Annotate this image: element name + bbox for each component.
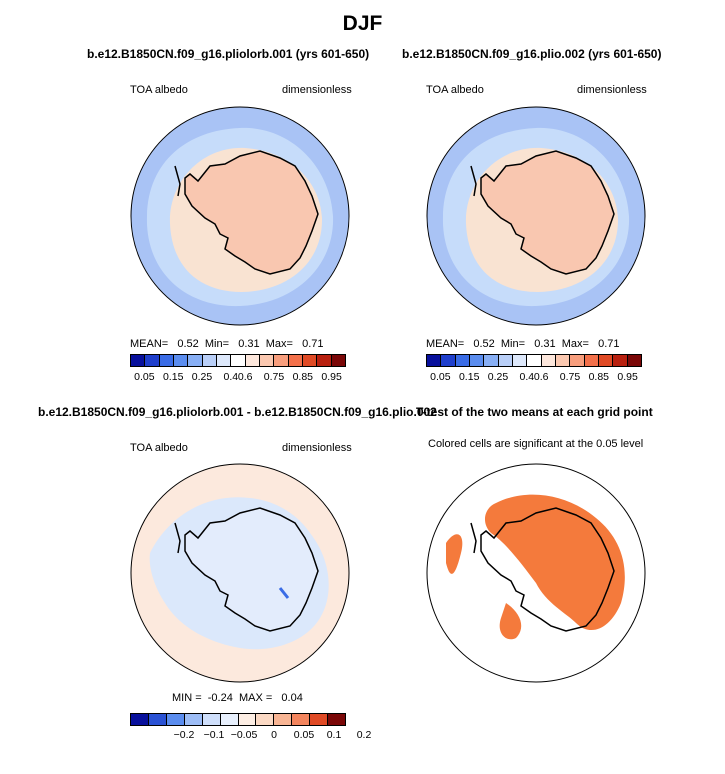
colorbar-tick-label: −0.1 xyxy=(203,729,225,741)
antarctica-coastline xyxy=(480,507,615,632)
colorbar-tick-label: 0.05 xyxy=(430,371,451,383)
colorbar-tick-label: 0.4 xyxy=(519,371,535,383)
panel-1-units-label: dimensionless xyxy=(282,84,352,96)
panel-4-subtitle: Colored cells are significant at the 0.0… xyxy=(428,438,644,450)
panel-3-title: b.e12.B1850CN.f09_g16.pliolorb.001 - b.e… xyxy=(38,405,437,419)
colorbar-swatch xyxy=(245,355,260,366)
colorbar-swatch xyxy=(202,714,221,725)
colorbar-swatch xyxy=(184,714,203,725)
colorbar-swatch xyxy=(274,714,293,725)
colorbar-swatch xyxy=(202,355,217,366)
colorbar-swatch xyxy=(159,355,174,366)
colorbar-swatch xyxy=(441,355,456,366)
colorbar-tick-label: 0.15 xyxy=(458,371,480,383)
colorbar-swatch xyxy=(427,355,442,366)
colorbar-swatch xyxy=(274,355,289,366)
colorbar-swatch xyxy=(292,714,311,725)
colorbar-tick-label: 0.95 xyxy=(617,371,638,383)
antarctica-coastline xyxy=(184,150,319,275)
colorbar-swatch xyxy=(512,355,528,366)
colorbar-swatch xyxy=(131,355,146,366)
colorbar-swatch xyxy=(598,355,614,366)
panel-1-variable-label: TOA albedo xyxy=(130,84,188,96)
colorbar-tick-label: 0.85 xyxy=(292,371,314,383)
colorbar-swatch xyxy=(145,355,160,366)
colorbar-swatch xyxy=(498,355,513,366)
colorbar-tick-label: −0.05 xyxy=(230,729,258,741)
panel-2-map xyxy=(426,106,646,326)
panel-2-title: b.e12.B1850CN.f09_g16.plio.002 (yrs 601-… xyxy=(402,47,662,61)
colorbar-swatch xyxy=(166,714,185,725)
figure-title: DJF xyxy=(342,12,383,35)
panel-3-variable-label: TOA albedo xyxy=(130,442,188,454)
colorbar-swatch xyxy=(627,355,641,366)
colorbar-swatch xyxy=(331,355,345,366)
colorbar-swatch xyxy=(131,714,149,725)
colorbar-tick-label: 0.6 xyxy=(533,371,549,383)
colorbar-swatch xyxy=(317,355,332,366)
colorbar-swatch xyxy=(256,714,275,725)
colorbar-swatch xyxy=(188,355,203,366)
colorbar-tick-label: 0.25 xyxy=(487,371,509,383)
antarctica-coastline xyxy=(480,150,615,275)
colorbar-swatch xyxy=(469,355,485,366)
antarctica-coastline xyxy=(184,507,319,632)
colorbar-swatch xyxy=(302,355,318,366)
colorbar-swatch xyxy=(148,714,167,725)
panel-2-colorbar xyxy=(426,354,642,367)
colorbar-swatch xyxy=(220,714,239,725)
colorbar-tick-label: 0.4 xyxy=(223,371,239,383)
panel-1-title: b.e12.B1850CN.f09_g16.pliolorb.001 (yrs … xyxy=(87,47,370,61)
colorbar-tick-label: 0.2 xyxy=(356,729,372,741)
panel-1-colorbar xyxy=(130,354,346,367)
colorbar-swatch xyxy=(216,355,232,366)
colorbar-tick-label: 0.6 xyxy=(237,371,253,383)
panel-3-map xyxy=(130,463,350,683)
colorbar-tick-label: 0.85 xyxy=(588,371,610,383)
colorbar-swatch xyxy=(570,355,585,366)
colorbar-tick-label: −0.2 xyxy=(173,729,195,741)
colorbar-tick-label: 0.15 xyxy=(162,371,184,383)
colorbar-swatch xyxy=(310,714,329,725)
colorbar-swatch xyxy=(259,355,275,366)
colorbar-swatch xyxy=(455,355,470,366)
colorbar-tick-label: 0.75 xyxy=(559,371,581,383)
colorbar-tick-label: 0.1 xyxy=(326,729,342,741)
colorbar-swatch xyxy=(328,714,346,725)
panel-3-colorbar xyxy=(130,713,346,726)
colorbar-tick-label: 0 xyxy=(271,729,277,741)
panel-2-variable-label: TOA albedo xyxy=(426,84,484,96)
colorbar-tick-label: 0.05 xyxy=(134,371,155,383)
panel-2-stats: MEAN= 0.52 Min= 0.31 Max= 0.71 xyxy=(426,338,620,350)
colorbar-tick-label: 0.05 xyxy=(293,729,315,741)
colorbar-swatch xyxy=(231,355,246,366)
colorbar-swatch xyxy=(584,355,599,366)
panel-3-stats: MIN = -0.24 MAX = 0.04 xyxy=(172,692,303,704)
colorbar-swatch xyxy=(555,355,571,366)
panel-1-map xyxy=(130,106,350,326)
colorbar-tick-label: 0.75 xyxy=(263,371,285,383)
panel-3-units-label: dimensionless xyxy=(282,442,352,454)
colorbar-swatch xyxy=(613,355,628,366)
panel-2-units-label: dimensionless xyxy=(577,84,647,96)
panel-4-title: T-test of the two means at each grid poi… xyxy=(416,405,653,419)
colorbar-tick-label: 0.95 xyxy=(321,371,342,383)
panel-1-stats: MEAN= 0.52 Min= 0.31 Max= 0.71 xyxy=(130,338,324,350)
colorbar-swatch xyxy=(238,714,257,725)
colorbar-swatch xyxy=(288,355,303,366)
panel-4-map xyxy=(426,463,646,683)
colorbar-swatch xyxy=(541,355,556,366)
colorbar-swatch xyxy=(484,355,499,366)
colorbar-swatch xyxy=(527,355,542,366)
colorbar-tick-label: 0.25 xyxy=(191,371,213,383)
colorbar-swatch xyxy=(173,355,189,366)
